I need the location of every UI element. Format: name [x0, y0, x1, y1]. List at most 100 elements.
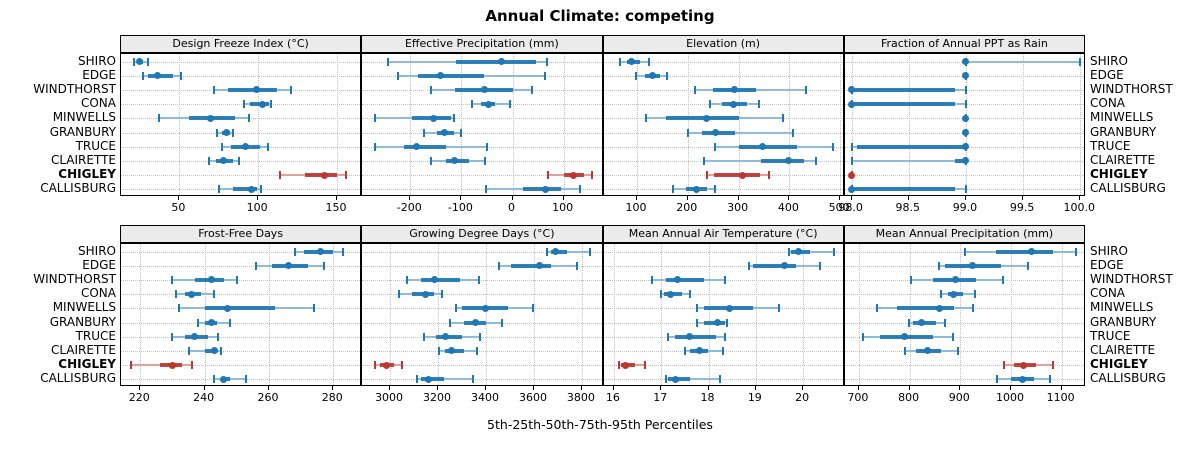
whisker-cap-high [190, 361, 193, 370]
x-tick [139, 386, 141, 390]
v-gridline [533, 244, 535, 385]
x-tick-label: 900 [948, 391, 970, 404]
x-tick [203, 386, 205, 390]
whisker-cap-high [231, 128, 234, 137]
whisker-cap-low [255, 261, 258, 270]
h-gridline [844, 336, 1084, 338]
iqr-band [228, 87, 278, 92]
median-dot [482, 304, 490, 312]
site-label-left: CHIGLEY [58, 167, 116, 182]
median-dot [726, 304, 734, 312]
whisker-cap-high [238, 156, 241, 165]
site-label-left: EDGE [82, 67, 116, 82]
whisker-cap-low [416, 375, 419, 384]
median-dot [223, 304, 231, 312]
whisker-cap-high [245, 375, 248, 384]
h-gridline [844, 379, 1084, 381]
median-dot [188, 290, 196, 298]
whisker-cap-low [547, 171, 550, 180]
x-tick-label: 500 [828, 201, 850, 214]
x-tick [332, 386, 334, 390]
v-gridline [337, 54, 339, 195]
panel-strip: Elevation (m) [602, 35, 844, 53]
x-tick-label: 3200 [423, 391, 452, 404]
panel-strip: Fraction of Annual PPT as Rain [843, 35, 1085, 53]
site-label-left: MINWELLS [52, 110, 116, 125]
median-dot [962, 114, 970, 122]
whisker-cap-low [903, 346, 906, 355]
median-dot [692, 185, 700, 193]
median-dot [207, 319, 215, 326]
median-dot [731, 86, 739, 94]
whisker-cap-high [219, 346, 222, 355]
site-label-left: EDGE [82, 257, 116, 272]
panel [843, 243, 1085, 386]
median-dot [848, 86, 856, 94]
v-gridline [661, 244, 663, 385]
whisker-cap-low [373, 142, 376, 151]
site-label-left: WINDTHORST [33, 271, 116, 286]
median-dot [223, 129, 231, 136]
x-tick [532, 386, 534, 390]
whisker-cap-high [956, 346, 959, 355]
whisker-cap-high [818, 261, 821, 270]
whisker-cap-low [702, 156, 705, 165]
whisker-cap-low [242, 100, 245, 109]
site-label-right: CLAIRETTE [1090, 152, 1156, 167]
whisker-cap-low [1002, 361, 1005, 370]
panel [602, 243, 844, 386]
median-dot [220, 375, 228, 383]
median-dot [441, 129, 449, 136]
x-tick-label: 1000 [995, 391, 1024, 404]
whisker-cap-high [944, 318, 947, 327]
x-tick [460, 196, 462, 200]
x-tick [484, 386, 486, 390]
whisker-cap-low [619, 57, 622, 66]
h-gridline [362, 294, 602, 296]
h-gridline [121, 294, 361, 296]
v-gridline [512, 54, 514, 195]
v-gridline [563, 54, 565, 195]
whisker-cap-low [213, 85, 216, 94]
percentile-whisker [703, 159, 816, 162]
h-gridline [121, 279, 361, 281]
v-gridline [410, 54, 412, 195]
whisker-cap-low [406, 275, 409, 284]
median-dot [848, 185, 856, 193]
iqr-band [421, 377, 445, 382]
iqr-band [857, 144, 966, 149]
iqr-band [713, 173, 761, 178]
x-tick [908, 386, 910, 390]
x-tick-label: 700 [847, 391, 869, 404]
x-tick [437, 386, 439, 390]
median-dot [1027, 248, 1035, 255]
whisker-cap-high [724, 332, 727, 341]
iqr-band [421, 277, 460, 282]
x-tick-label: 17 [653, 391, 668, 404]
iqr-band [666, 116, 739, 121]
x-tick-label: 300 [727, 201, 749, 214]
h-gridline [121, 61, 361, 63]
x-tick-label: 3400 [470, 391, 499, 404]
v-gridline [1080, 54, 1082, 195]
h-gridline [121, 251, 361, 253]
whisker-cap-low [171, 275, 174, 284]
whisker-cap-high [401, 361, 404, 370]
whisker-cap-low [213, 375, 216, 384]
x-tick [959, 386, 961, 390]
median-dot [738, 171, 746, 179]
whisker-cap-high [341, 247, 344, 256]
h-gridline [844, 175, 1084, 177]
whisker-cap-low [667, 332, 670, 341]
site-label-left: GRANBURY [49, 124, 116, 139]
median-dot [219, 157, 227, 165]
iqr-band [232, 187, 257, 192]
median-dot [471, 319, 479, 326]
whisker-cap-low [705, 171, 708, 180]
site-label-right: TRUCE [1090, 138, 1131, 153]
site-label-right: WINDTHORST [1090, 81, 1173, 96]
median-dot [191, 333, 199, 341]
x-tick [1060, 386, 1062, 390]
site-label-right: MINWELLS [1090, 110, 1154, 125]
v-gridline [909, 244, 911, 385]
